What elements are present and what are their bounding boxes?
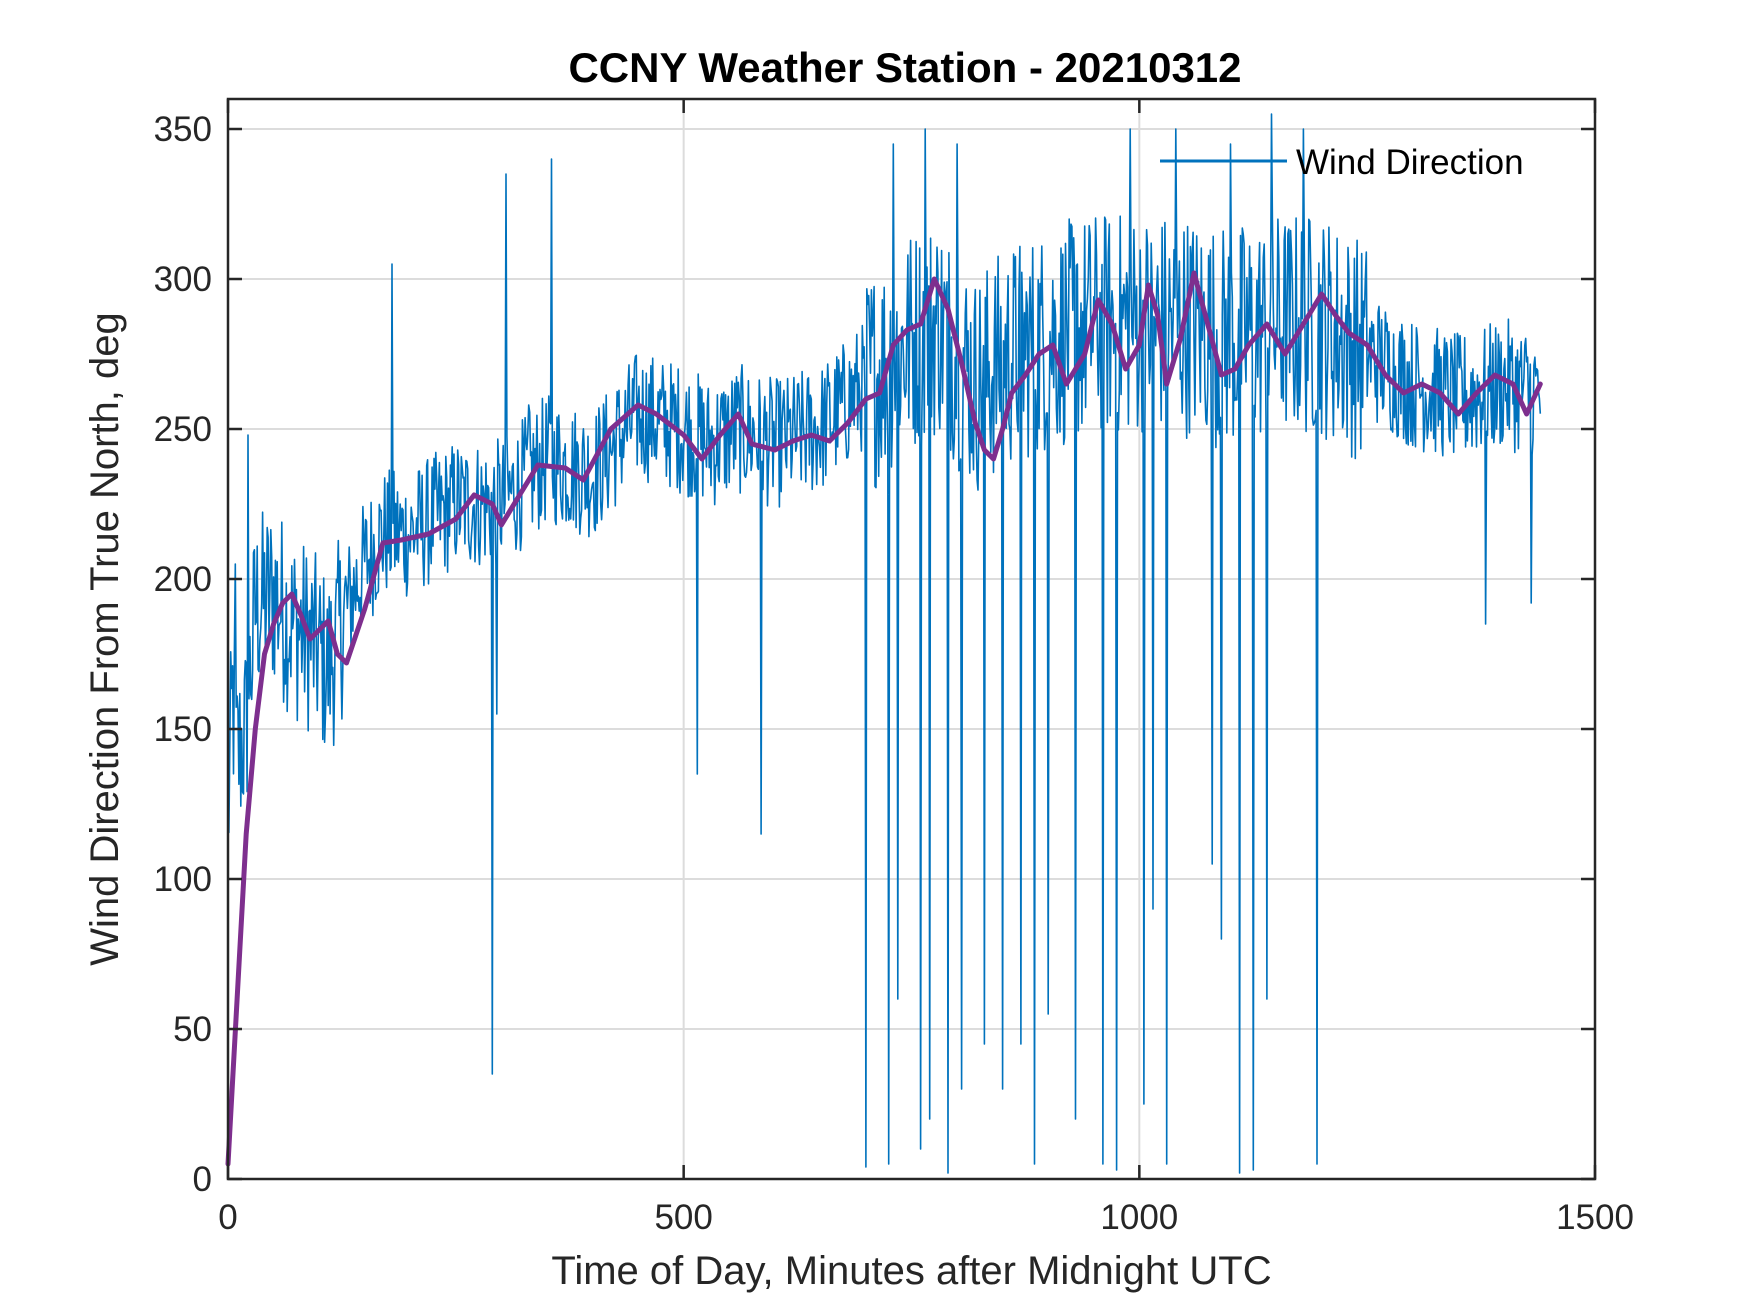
y-tick-label: 150 <box>154 710 212 749</box>
series-wind-direction-line <box>227 113 1542 1174</box>
axes-box <box>226 97 1597 1181</box>
series-moving-average-line <box>225 270 1543 1167</box>
x-tick-label: 0 <box>218 1198 237 1237</box>
y-tick-label: 0 <box>193 1160 212 1199</box>
legend-label-wind-direction: Wind Direction <box>1296 143 1524 182</box>
y-axis-label: Wind Direction From True North, deg <box>83 312 127 966</box>
y-tick-label: 300 <box>154 260 212 299</box>
chart-title: CCNY Weather Station - 20210312 <box>568 44 1241 91</box>
tick-marks <box>226 99 1597 1181</box>
x-tick-label: 1500 <box>1556 1198 1634 1237</box>
series-layer <box>225 113 1543 1174</box>
x-axis-label: Time of Day, Minutes after Midnight UTC <box>551 1249 1271 1293</box>
tick-labels: 0 500 1000 1500 0 50 100 150 200 250 300 350 <box>154 110 1634 1237</box>
y-tick-label: 350 <box>154 110 212 149</box>
x-tick-label: 1000 <box>1100 1198 1178 1237</box>
x-tick-label: 500 <box>654 1198 712 1237</box>
legend: Wind Direction <box>1160 143 1524 182</box>
y-tick-label: 200 <box>154 560 212 599</box>
y-tick-label: 250 <box>154 410 212 449</box>
y-tick-label: 50 <box>173 1010 212 1049</box>
y-tick-label: 100 <box>154 860 212 899</box>
